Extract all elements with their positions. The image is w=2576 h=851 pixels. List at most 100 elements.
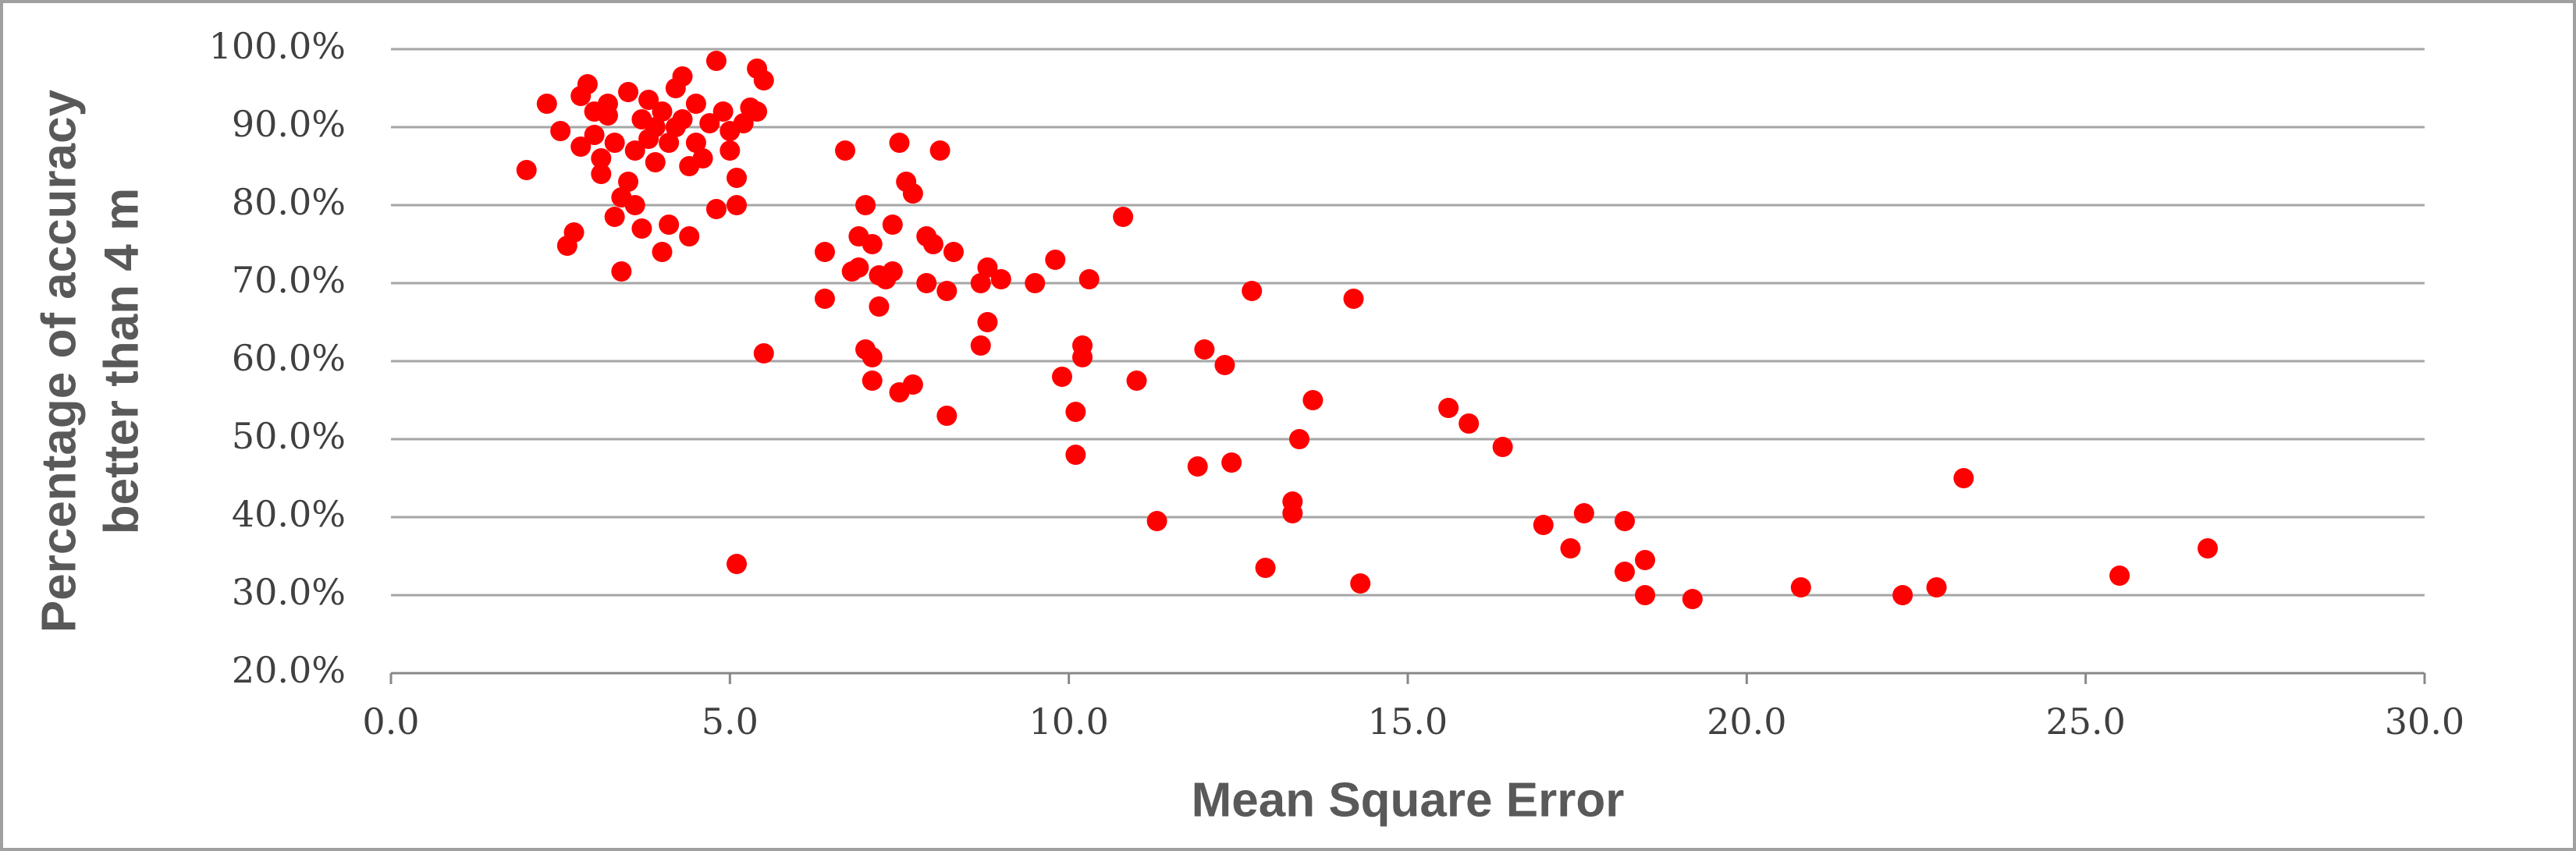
point (1892, 585, 1913, 605)
point (550, 121, 571, 141)
point (1126, 371, 1147, 391)
y-tick-label: 20.0% (232, 649, 346, 691)
point (862, 234, 883, 254)
point (727, 554, 748, 574)
point (645, 117, 666, 137)
point (970, 273, 991, 293)
point (631, 218, 652, 239)
point (814, 289, 835, 309)
point (1302, 390, 1324, 410)
point (618, 172, 639, 192)
point (1926, 577, 1947, 597)
point (536, 94, 557, 114)
point (733, 113, 754, 133)
point (652, 242, 673, 262)
point (570, 137, 592, 157)
point (855, 195, 876, 215)
point (977, 257, 998, 278)
point (591, 164, 612, 184)
point (727, 195, 748, 215)
point (624, 140, 645, 161)
point (1072, 347, 1093, 367)
point (1255, 558, 1276, 578)
point (597, 94, 618, 114)
point (1113, 207, 1134, 227)
point (672, 109, 693, 129)
point (922, 234, 943, 254)
point (1045, 250, 1066, 270)
point (645, 152, 666, 172)
point (1146, 511, 1167, 531)
point (2109, 566, 2130, 586)
point (1065, 445, 1086, 465)
point (1614, 511, 1635, 531)
point (1214, 355, 1235, 375)
point (604, 207, 625, 227)
point (1614, 562, 1635, 582)
point (1025, 273, 1046, 293)
y-tick-label: 30.0% (232, 571, 346, 613)
point (692, 148, 713, 168)
x-tick-label: 10.0 (1029, 700, 1108, 743)
point (835, 140, 856, 161)
point (584, 125, 605, 145)
point (869, 296, 890, 317)
point (516, 160, 537, 180)
point (1343, 289, 1364, 309)
point (862, 371, 883, 391)
x-tick-label: 5.0 (702, 700, 759, 743)
point (747, 101, 768, 122)
point (1459, 413, 1480, 434)
point (591, 148, 612, 168)
point (679, 226, 700, 246)
y-tick-label: 100.0% (209, 25, 346, 67)
point (1242, 281, 1263, 301)
point (1194, 339, 1215, 360)
point (712, 101, 734, 122)
point (699, 113, 720, 133)
y-tick-label: 90.0% (232, 103, 346, 145)
point (929, 140, 950, 161)
point (1790, 577, 1811, 597)
point (916, 273, 937, 293)
point (970, 335, 991, 356)
point (943, 242, 964, 262)
point (611, 261, 632, 282)
y-axis-title: Percentage of accuracy (32, 89, 86, 633)
point (638, 90, 659, 110)
point (990, 269, 1011, 289)
point (659, 133, 680, 153)
point (1492, 437, 1513, 457)
point (753, 343, 774, 363)
point (1282, 491, 1303, 512)
point (1187, 456, 1208, 477)
point (2198, 538, 2219, 558)
point (882, 261, 903, 282)
point (1289, 429, 1310, 449)
point (1533, 515, 1554, 535)
x-tick-label: 25.0 (2045, 700, 2125, 743)
x-tick-label: 20.0 (1707, 700, 1786, 743)
x-tick-label: 0.0 (362, 700, 419, 743)
point (1065, 402, 1086, 422)
point (1682, 589, 1703, 609)
point (705, 199, 727, 219)
y-tick-label: 40.0% (232, 493, 346, 535)
x-axis-title: Mean Square Error (1192, 773, 1625, 827)
point (1573, 503, 1594, 523)
point (1438, 398, 1459, 418)
point (563, 222, 584, 243)
point (936, 406, 958, 426)
x-tick-label: 15.0 (1368, 700, 1448, 743)
point (902, 183, 923, 204)
point (848, 257, 869, 278)
y-tick-label: 80.0% (232, 181, 346, 223)
point (889, 133, 910, 153)
point (814, 242, 835, 262)
point (882, 215, 903, 235)
point (652, 101, 673, 122)
point (659, 215, 680, 235)
point (685, 133, 706, 153)
point (977, 312, 998, 332)
